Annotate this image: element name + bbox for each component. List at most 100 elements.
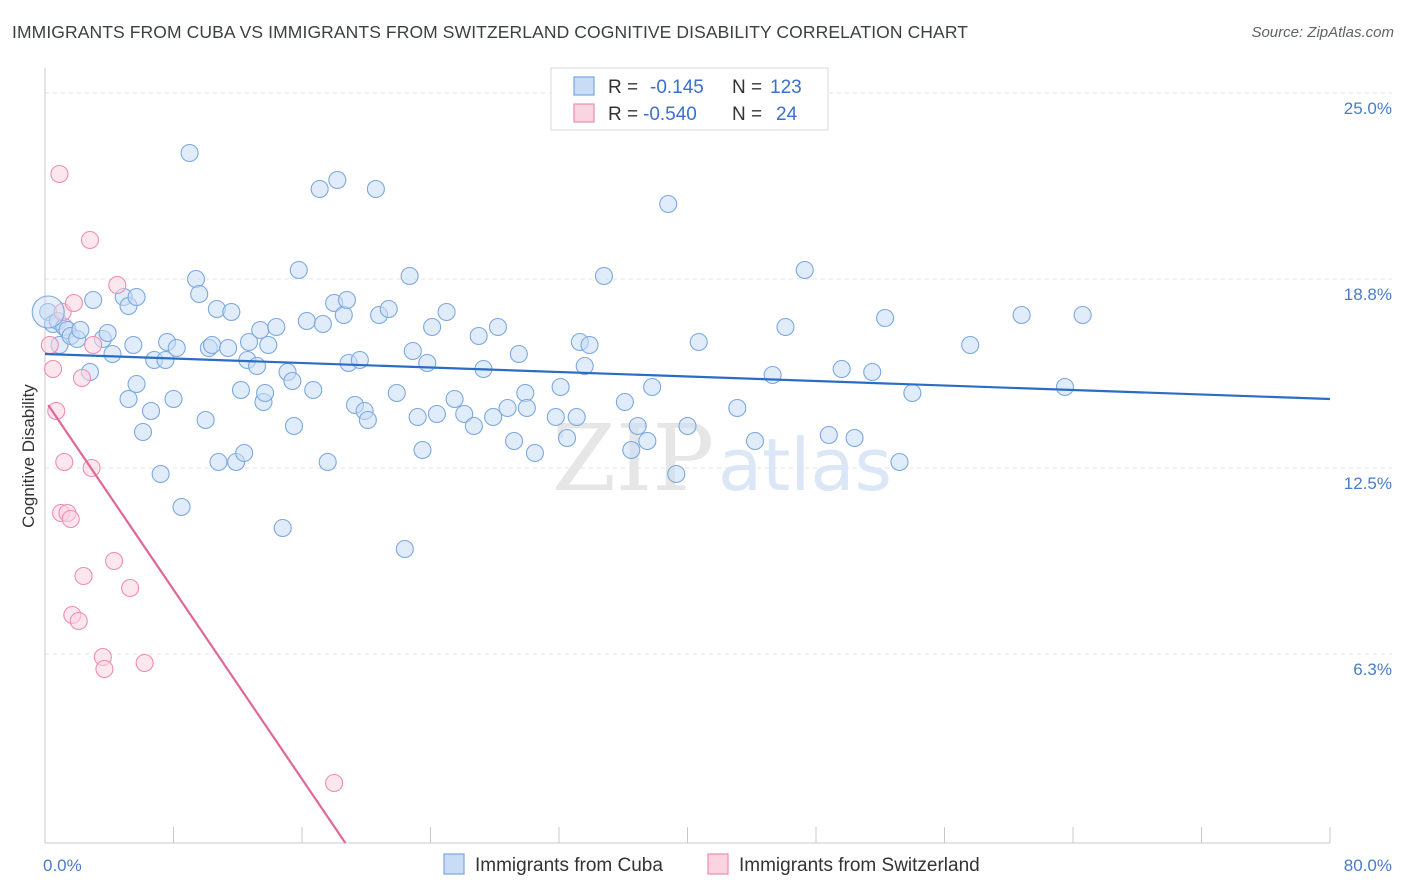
- point-switzerland: [64, 293, 83, 313]
- legend-top-r-label-switzerland: R =: [608, 104, 638, 125]
- point-cuba: [437, 302, 456, 322]
- point-switzerland: [72, 368, 91, 388]
- point-cuba: [863, 362, 882, 382]
- y-tick-label: 12.5%: [1344, 474, 1392, 493]
- point-cuba: [119, 389, 138, 409]
- point-cuba: [247, 356, 267, 376]
- point-cuba: [890, 452, 909, 472]
- point-cuba: [284, 416, 304, 436]
- point-cuba: [379, 299, 398, 319]
- point-cuba: [328, 170, 347, 190]
- point-cuba: [222, 302, 241, 322]
- point-cuba: [1012, 305, 1031, 325]
- point-cuba: [546, 407, 565, 427]
- point-cuba: [209, 452, 228, 472]
- tick-labels: 6.3% 12.5% 18.8% 25.0% 0.0% 80.0%: [43, 99, 1392, 875]
- legend-top-swatch-switzerland: [573, 103, 595, 123]
- point-switzerland: [325, 773, 344, 793]
- trend-line-cuba: [44, 352, 1331, 401]
- y-axis-label: Cognitive Disability: [19, 384, 38, 528]
- point-switzerland: [84, 335, 103, 355]
- y-tick-label: 25.0%: [1344, 99, 1392, 118]
- legend-top-r-value-switzerland: -0.540: [643, 104, 697, 125]
- point-cuba: [84, 290, 103, 310]
- point-cuba: [678, 416, 697, 436]
- point-cuba: [498, 398, 517, 418]
- point-cuba: [1055, 377, 1075, 397]
- point-switzerland: [50, 164, 69, 184]
- point-cuba: [196, 410, 215, 430]
- legend-top-n-value-switzerland: 24: [776, 104, 798, 125]
- point-cuba: [358, 410, 377, 430]
- point-cuba: [310, 179, 329, 199]
- point-cuba: [832, 359, 851, 379]
- point-cuba: [71, 320, 90, 340]
- point-cuba: [594, 266, 614, 286]
- point-cuba: [267, 317, 286, 337]
- grid-lines: [45, 92, 1392, 655]
- point-switzerland: [69, 611, 88, 631]
- point-cuba: [127, 374, 146, 394]
- point-cuba: [445, 389, 464, 409]
- point-cuba: [127, 287, 146, 307]
- legend-swatch-cuba: [443, 853, 465, 875]
- point-cuba: [167, 338, 186, 358]
- point-cuba: [776, 317, 795, 337]
- chart-title: IMMIGRANTS FROM CUBA VS IMMIGRANTS FROM …: [12, 22, 969, 42]
- point-cuba: [172, 497, 191, 517]
- x-tick-label: 80.0%: [1344, 856, 1392, 875]
- point-cuba: [141, 401, 161, 421]
- point-cuba: [151, 464, 170, 484]
- point-cuba: [297, 311, 316, 331]
- legend-top-n-label-switzerland: N =: [732, 104, 762, 125]
- point-switzerland: [95, 659, 114, 679]
- point-cuba: [643, 377, 662, 397]
- point-cuba: [190, 284, 209, 304]
- point-cuba: [98, 323, 117, 343]
- point-cuba: [235, 443, 254, 463]
- watermark-atlas: atlas: [718, 423, 892, 507]
- point-cuba: [622, 440, 641, 460]
- point-cuba: [961, 335, 980, 355]
- point-cuba: [745, 431, 765, 451]
- point-cuba: [845, 428, 864, 448]
- point-cuba: [525, 443, 544, 463]
- point-cuba: [203, 335, 222, 355]
- point-cuba: [239, 332, 259, 352]
- point-cuba: [628, 416, 647, 436]
- point-switzerland: [80, 230, 100, 250]
- point-cuba: [259, 335, 278, 355]
- point-switzerland: [121, 578, 140, 598]
- point-cuba: [488, 317, 508, 337]
- point-cuba: [464, 416, 483, 436]
- legend-swatch-switzerland: [707, 853, 729, 875]
- point-cluster-cuba: [31, 295, 65, 329]
- axes: [44, 68, 1331, 844]
- point-cuba: [400, 266, 419, 286]
- legend-top-r-value-cuba: -0.145: [650, 77, 704, 98]
- point-cuba: [876, 308, 895, 328]
- legend-top-swatch-cuba: [573, 76, 595, 96]
- point-cuba: [516, 383, 535, 403]
- y-tick-label: 18.8%: [1344, 285, 1392, 304]
- point-cuba: [156, 350, 175, 370]
- point-cuba: [567, 407, 586, 427]
- point-cuba: [231, 380, 251, 400]
- watermark: ZIP atlas: [552, 405, 892, 512]
- point-cuba: [551, 377, 570, 397]
- point-cuba: [304, 380, 323, 400]
- point-cuba: [337, 290, 357, 310]
- point-cuba: [318, 452, 337, 472]
- point-cuba: [557, 428, 577, 448]
- point-cuba: [903, 383, 922, 403]
- point-cuba: [413, 440, 432, 460]
- point-cuba: [403, 341, 422, 361]
- point-cuba: [186, 269, 206, 289]
- trend-lines: [44, 352, 1331, 844]
- point-cuba: [795, 260, 814, 280]
- point-switzerland: [47, 401, 66, 421]
- point-cuba: [455, 404, 474, 424]
- point-cuba: [423, 317, 442, 337]
- point-cuba: [273, 518, 292, 538]
- point-cuba: [133, 422, 153, 442]
